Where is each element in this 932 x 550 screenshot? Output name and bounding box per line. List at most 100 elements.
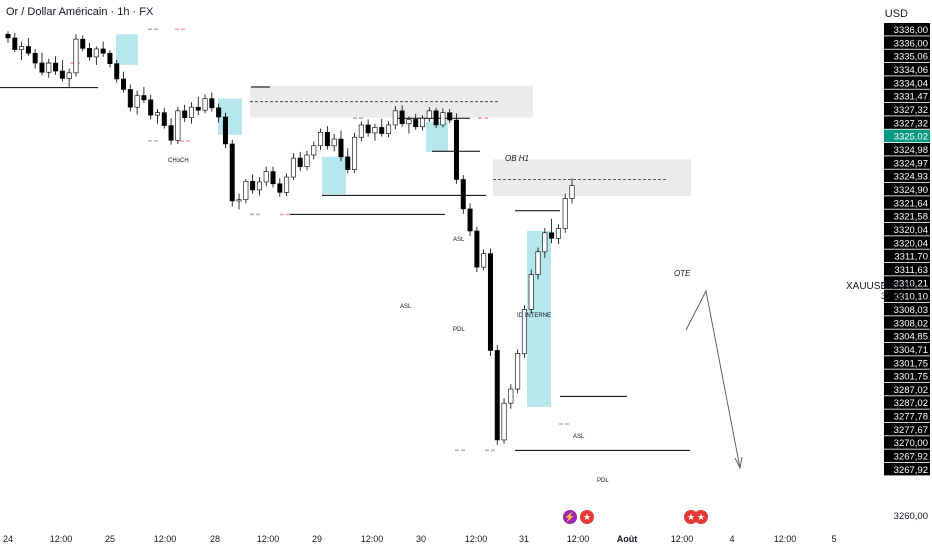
candle-body — [46, 62, 52, 73]
us-flag-icon[interactable]: ★ — [580, 510, 594, 524]
candle-body — [555, 228, 561, 239]
candle-body — [508, 388, 514, 404]
candle-body — [53, 62, 59, 72]
pdl-label-2: PDL — [597, 478, 609, 484]
price-tag-bg — [884, 182, 930, 196]
candle-body — [161, 112, 167, 126]
price-tag-bg — [884, 329, 930, 343]
price-tick-label: 3336,00 — [894, 25, 928, 36]
candle-body — [528, 274, 534, 310]
candle — [25, 37, 31, 56]
price-tick-label: 3277,78 — [894, 412, 928, 423]
candle-body — [19, 46, 25, 50]
candle — [562, 193, 568, 233]
candle — [154, 109, 160, 124]
candle — [277, 178, 283, 197]
time-tick-label: 12:00 — [671, 534, 694, 544]
candle — [188, 102, 194, 124]
candle — [433, 107, 439, 129]
candle-body — [311, 145, 317, 156]
candle-body — [93, 48, 99, 58]
price-tick-label: 3327,32 — [894, 118, 928, 129]
candle-body — [453, 119, 459, 180]
candle — [256, 177, 262, 196]
candle-body — [5, 33, 11, 39]
highlight-box-1 — [116, 34, 138, 65]
price-tick-label: 3334,04 — [894, 78, 928, 89]
candle-body — [66, 72, 72, 79]
us-flag-icon[interactable]: ★ — [694, 510, 708, 524]
time-tick-label: 12:00 — [774, 534, 797, 544]
price-tag-bg — [884, 156, 930, 169]
candle-body — [121, 78, 127, 90]
candle-body — [440, 112, 446, 126]
price-tag-bg — [884, 236, 930, 249]
candle — [93, 46, 99, 65]
candle — [297, 151, 303, 171]
price-tag-bg — [884, 422, 930, 436]
candle — [270, 166, 276, 188]
id-interne-label: ID INTERNE — [517, 313, 551, 319]
price-tag-bg — [884, 142, 930, 156]
candle-body — [236, 199, 242, 202]
candle — [379, 118, 385, 137]
candle-body — [331, 138, 337, 147]
candle-body — [284, 176, 290, 193]
candle-body — [494, 350, 500, 441]
candle — [121, 71, 127, 93]
time-tick-label: 12:00 — [567, 534, 590, 544]
candle-body — [352, 136, 358, 170]
time-tick-label: 12:00 — [50, 534, 73, 544]
candle-body — [549, 232, 555, 239]
price-tick-label: 3321,64 — [894, 198, 928, 209]
candle — [318, 128, 324, 151]
ote-zone — [493, 159, 691, 197]
price-tag-bg — [884, 276, 930, 289]
price-tag-bg — [884, 369, 930, 383]
price-tick-label: 3324,98 — [894, 145, 928, 156]
candle-body — [216, 107, 222, 118]
candle — [12, 33, 18, 53]
highlight-box-3 — [322, 156, 346, 195]
candle — [134, 90, 140, 115]
choch-label: CHoCH — [168, 158, 189, 164]
candle — [175, 106, 181, 144]
candle-body — [433, 110, 439, 126]
candle-body — [535, 251, 541, 275]
candle-body — [392, 110, 398, 126]
candle — [32, 48, 38, 69]
currency-label: USD — [884, 8, 908, 20]
candle — [447, 109, 453, 124]
candle — [46, 58, 52, 78]
price-tick-label: 3267,92 — [894, 465, 928, 476]
candle-body — [413, 119, 419, 128]
candle — [426, 107, 432, 122]
candle — [263, 166, 269, 187]
price-tag-bg — [884, 449, 930, 463]
price-tag-bg — [884, 396, 930, 409]
candle-body — [467, 208, 473, 232]
candle — [413, 113, 419, 130]
highlight-box-4 — [426, 121, 448, 152]
time-tick-label: 29 — [312, 534, 322, 544]
candle — [440, 108, 446, 128]
price-tag-bg — [884, 129, 930, 143]
candle-body — [154, 112, 160, 116]
candle — [195, 96, 201, 116]
countdown-label: 32:22 — [881, 291, 904, 301]
price-tag-bg — [884, 249, 930, 263]
candle — [202, 94, 208, 114]
candle — [542, 227, 548, 258]
candle — [243, 178, 249, 204]
price-tag-bg — [884, 62, 930, 76]
price-tick-label: 3324,90 — [894, 185, 928, 196]
candle-body — [39, 62, 45, 73]
candle-body — [338, 138, 344, 158]
candle-body — [277, 183, 283, 193]
candle — [501, 398, 507, 444]
time-tick-label: 31 — [519, 534, 529, 544]
price-tag-bg — [884, 36, 930, 49]
lightning-icon[interactable]: ⚡ — [563, 510, 577, 524]
candle — [53, 56, 59, 75]
